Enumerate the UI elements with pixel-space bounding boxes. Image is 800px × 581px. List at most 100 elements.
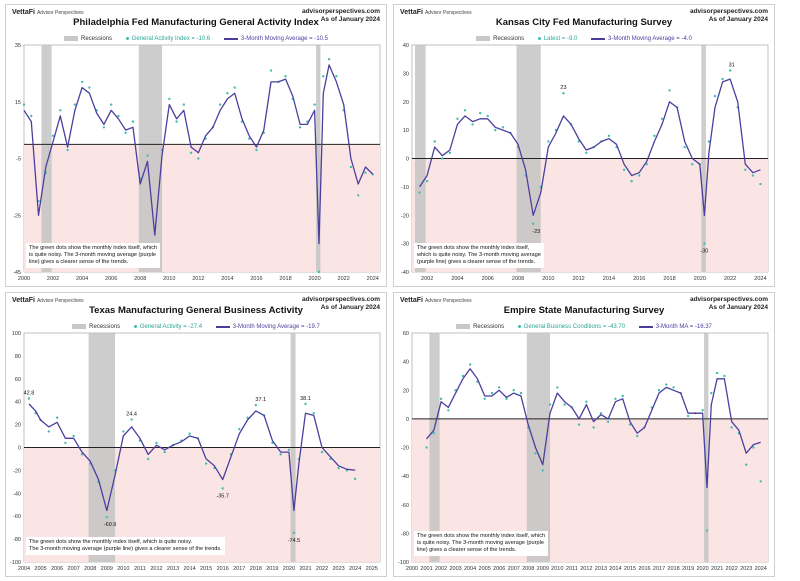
data-point-23 bbox=[189, 151, 193, 155]
y-tick-label-6: 20 bbox=[403, 388, 409, 394]
data-point-5 bbox=[59, 109, 62, 112]
data-point-5 bbox=[64, 441, 67, 445]
y-tick-label-7: 40 bbox=[15, 400, 21, 406]
chart-title: Empire State Manufacturing Survey bbox=[503, 305, 665, 316]
data-point-22 bbox=[182, 103, 186, 106]
x-tick-label-8: 2016 bbox=[250, 276, 262, 282]
annotation-label-5: -74.5 bbox=[288, 538, 301, 544]
x-tick-label-6: 2014 bbox=[603, 276, 615, 282]
data-point-9 bbox=[88, 86, 91, 89]
data-point-17 bbox=[547, 140, 550, 143]
chart-title: Texas Manufacturing General Business Act… bbox=[89, 305, 303, 316]
data-point-46 bbox=[759, 182, 762, 186]
data-point-1 bbox=[30, 114, 33, 118]
data-point-13 bbox=[519, 391, 523, 395]
data-point-5 bbox=[461, 374, 465, 378]
y-tick-label-3: -40 bbox=[401, 474, 409, 480]
x-tick-label-14: 2014 bbox=[609, 566, 621, 572]
data-point-38 bbox=[703, 242, 706, 245]
x-tick-label-17: 2021 bbox=[299, 566, 311, 572]
data-point-4 bbox=[51, 134, 55, 137]
chart-title: Philadelphia Fed Manufacturing General A… bbox=[73, 17, 319, 28]
y-tick-label-9: 80 bbox=[15, 354, 21, 360]
data-point-0 bbox=[418, 191, 421, 194]
data-point-1 bbox=[425, 180, 429, 183]
data-point-20 bbox=[168, 97, 171, 101]
data-point-11 bbox=[501, 126, 505, 129]
y-tick-label-4: 35 bbox=[15, 43, 21, 49]
annotation-label-6: 38.1 bbox=[300, 396, 311, 402]
y-tick-label-3: 15 bbox=[15, 100, 21, 106]
y-tick-label-2: -5 bbox=[16, 157, 21, 163]
data-point-32 bbox=[657, 389, 661, 392]
data-point-28 bbox=[630, 180, 633, 183]
data-point-24 bbox=[599, 411, 603, 415]
data-point-25 bbox=[606, 420, 610, 423]
data-point-0 bbox=[27, 397, 31, 400]
data-point-7 bbox=[73, 103, 77, 106]
y-tick-label-8: 60 bbox=[15, 377, 21, 383]
chart-legend: Recessions General Activity = -27.4 3-Mo… bbox=[6, 324, 386, 330]
data-point-10 bbox=[494, 128, 497, 132]
data-point-47 bbox=[759, 480, 762, 483]
x-tick-label-18: 2018 bbox=[667, 566, 679, 572]
data-point-34 bbox=[672, 386, 675, 389]
x-tick-label-13: 2013 bbox=[595, 566, 607, 572]
x-tick-label-5: 2009 bbox=[101, 566, 113, 572]
data-point-19 bbox=[563, 403, 566, 406]
x-tick-label-8: 2012 bbox=[150, 566, 162, 572]
x-tick-label-7: 2007 bbox=[508, 566, 520, 572]
chart-note: The green dots show the monthly index it… bbox=[414, 531, 549, 556]
x-tick-label-9: 2009 bbox=[537, 566, 549, 572]
legend-recessions: Recessions bbox=[476, 36, 524, 42]
source-site: advisorperspectives.com As of January 202… bbox=[689, 8, 768, 23]
brand-logo: VettaFi Advisor Perspectives bbox=[12, 297, 84, 304]
data-point-11 bbox=[505, 397, 508, 401]
chart-title: Kansas City Fed Manufacturing Survey bbox=[495, 17, 673, 28]
data-point-39 bbox=[707, 140, 711, 143]
data-point-0 bbox=[425, 446, 428, 449]
texas-manufacturing-chart: -100 -80 -60 -40 -20 0 20 40 60 80 100 2004 2005 2006… bbox=[10, 331, 381, 572]
x-tick-label-3: 2008 bbox=[512, 276, 524, 282]
annotation-label-4: 37.1 bbox=[255, 397, 266, 403]
data-point-23 bbox=[592, 426, 595, 429]
data-point-43 bbox=[730, 426, 733, 429]
data-point-6 bbox=[468, 363, 472, 366]
data-point-1 bbox=[432, 431, 435, 435]
x-tick-label-21: 2021 bbox=[711, 566, 723, 572]
x-tick-label-16: 2020 bbox=[283, 566, 295, 572]
data-point-18 bbox=[556, 386, 559, 389]
x-tick-label-9: 2020 bbox=[694, 276, 706, 282]
y-tick-label-3: -40 bbox=[13, 491, 21, 497]
data-point-30 bbox=[645, 162, 649, 166]
x-tick-label-0: 2000 bbox=[18, 276, 30, 282]
data-point-12 bbox=[122, 430, 125, 433]
data-point-27 bbox=[622, 168, 626, 172]
y-tick-label-2: -60 bbox=[401, 503, 409, 509]
x-tick-label-12: 2024 bbox=[367, 276, 379, 282]
legend-dots: Latest = -9.0 bbox=[537, 36, 577, 42]
data-point-2 bbox=[433, 140, 436, 143]
recession-band-1 bbox=[526, 333, 551, 562]
data-point-7 bbox=[80, 453, 84, 456]
moving-average-line bbox=[419, 78, 761, 216]
data-point-36 bbox=[284, 75, 287, 78]
x-tick-label-7: 2014 bbox=[221, 276, 233, 282]
data-point-21 bbox=[175, 120, 178, 123]
data-point-35 bbox=[304, 402, 307, 406]
data-point-10 bbox=[105, 516, 108, 519]
x-tick-label-22: 2022 bbox=[726, 566, 738, 572]
x-tick-label-4: 2008 bbox=[84, 566, 96, 572]
brand-logo: VettaFi Advisor Perspectives bbox=[12, 9, 84, 16]
data-point-41 bbox=[721, 77, 724, 81]
data-point-28 bbox=[226, 92, 229, 95]
y-tick-label-4: -20 bbox=[401, 446, 409, 452]
x-tick-label-20: 2024 bbox=[349, 566, 361, 572]
data-point-22 bbox=[585, 400, 588, 403]
x-tick-label-9: 2013 bbox=[167, 566, 179, 572]
data-point-37 bbox=[320, 450, 324, 454]
data-point-31 bbox=[248, 137, 251, 140]
data-point-29 bbox=[233, 86, 236, 89]
y-tick-label-5: 0 bbox=[18, 446, 21, 452]
x-tick-label-1: 2004 bbox=[451, 276, 463, 282]
